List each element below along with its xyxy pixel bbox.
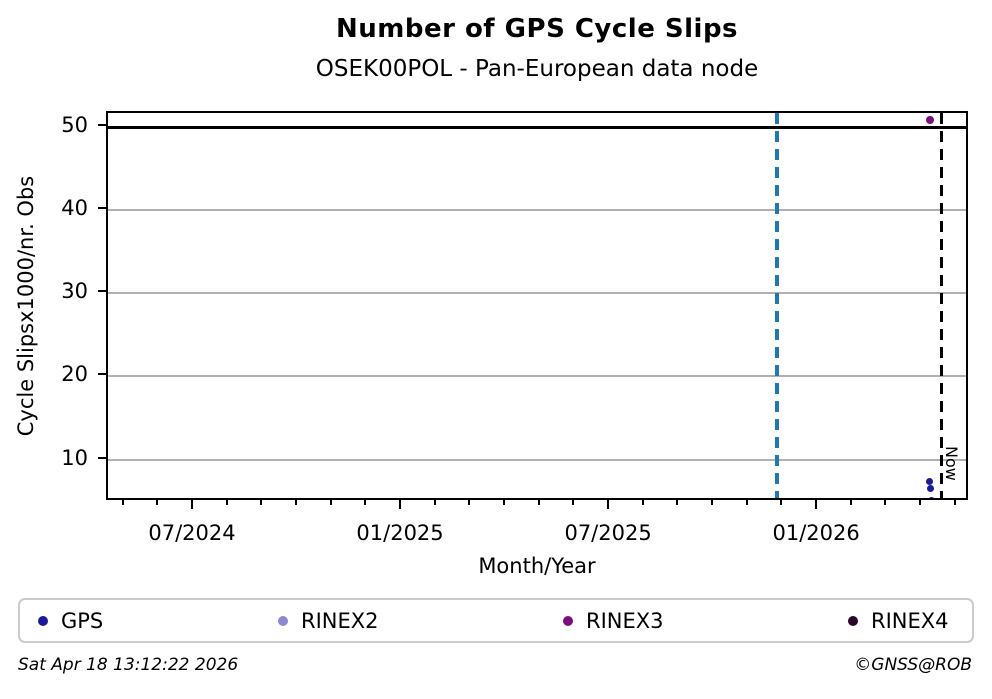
x-minor-tick-mark <box>919 500 922 505</box>
timestamp-text: Sat Apr 18 13:12:22 2026 <box>18 655 239 675</box>
legend-label-rinex4: RINEX4 <box>871 608 949 633</box>
data-point-gps <box>925 477 933 485</box>
legend-item-gps: GPS <box>38 600 103 641</box>
y-tick-label: 20 <box>61 362 88 387</box>
x-minor-tick-mark <box>121 500 124 505</box>
rinex3-marker-icon <box>563 615 573 626</box>
y-gridline <box>108 292 966 295</box>
x-minor-tick-mark <box>225 500 228 505</box>
legend-label-rinex2: RINEX2 <box>301 608 379 633</box>
y-gridline <box>108 375 966 378</box>
x-minor-tick-mark <box>641 500 644 505</box>
x-tick-label: 07/2025 <box>564 521 652 545</box>
x-minor-tick-mark <box>745 500 748 505</box>
y-tick-label: 40 <box>61 196 88 221</box>
y-tick-label: 50 <box>61 113 88 138</box>
x-minor-tick-mark <box>295 500 297 505</box>
x-tick-label: 07/2024 <box>148 521 236 545</box>
x-minor-tick-mark <box>260 500 263 505</box>
x-minor-tick-mark <box>468 500 471 505</box>
x-minor-tick-mark <box>572 500 575 505</box>
y-gridline <box>108 458 966 461</box>
x-minor-tick-mark <box>676 500 679 505</box>
x-minor-tick-mark <box>537 500 540 505</box>
legend: GPS RINEX2 RINEX3 RINEX4 <box>18 598 974 643</box>
chart-subtitle: OSEK00POL - Pan-European data node <box>315 56 759 82</box>
plot-area <box>106 111 968 500</box>
y-tick-mark <box>98 456 106 459</box>
rinex4-marker-icon <box>848 615 858 626</box>
now-label: Now <box>941 446 961 481</box>
legend-item-rinex2: RINEX2 <box>278 600 379 641</box>
copyright-text: ©GNSS@ROB <box>854 655 972 675</box>
threshold-line <box>108 126 966 130</box>
x-minor-tick-mark <box>849 500 852 505</box>
legend-label-gps: GPS <box>61 608 104 633</box>
event-line <box>775 113 780 498</box>
data-point-gps <box>928 497 935 498</box>
x-minor-tick-mark <box>329 500 332 505</box>
x-minor-tick-mark <box>953 500 956 505</box>
y-tick-label: 30 <box>61 279 88 304</box>
rinex2-marker-icon <box>278 615 288 626</box>
y-tick-mark <box>98 124 106 127</box>
now-line <box>940 113 944 498</box>
x-minor-tick-mark <box>156 500 159 505</box>
x-major-tick-mark <box>607 500 610 509</box>
y-tick-mark <box>98 207 106 210</box>
x-minor-tick-mark <box>503 500 506 505</box>
x-axis-label: Month/Year <box>478 554 596 578</box>
x-major-tick-mark <box>815 500 818 509</box>
x-tick-label: 01/2025 <box>356 521 444 545</box>
data-point-rinex3 <box>926 116 935 125</box>
legend-item-rinex3: RINEX3 <box>563 600 664 641</box>
x-tick-label: 01/2026 <box>772 521 860 545</box>
y-gridline <box>108 209 966 212</box>
x-major-tick-mark <box>399 500 402 509</box>
legend-item-rinex4: RINEX4 <box>848 600 949 641</box>
gps-marker-icon <box>38 615 48 626</box>
chart-title: Number of GPS Cycle Slips <box>335 14 739 44</box>
x-minor-tick-mark <box>884 500 887 505</box>
x-minor-tick-mark <box>780 500 783 505</box>
y-tick-mark <box>98 290 106 293</box>
x-minor-tick-mark <box>433 500 436 505</box>
y-tick-mark <box>98 373 106 376</box>
y-tick-label: 10 <box>61 445 88 470</box>
x-minor-tick-mark <box>364 500 367 505</box>
legend-label-rinex3: RINEX3 <box>586 608 664 633</box>
x-major-tick-mark <box>190 500 193 509</box>
x-minor-tick-mark <box>711 500 714 505</box>
data-point-gps <box>926 485 934 493</box>
